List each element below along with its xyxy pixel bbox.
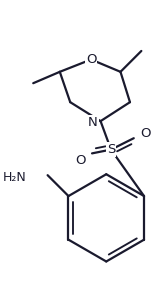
Text: N: N: [88, 116, 98, 129]
Text: O: O: [140, 127, 150, 140]
Text: O: O: [75, 154, 86, 168]
Text: H₂N: H₂N: [3, 171, 27, 183]
Text: O: O: [86, 53, 96, 66]
Text: S: S: [107, 143, 115, 156]
